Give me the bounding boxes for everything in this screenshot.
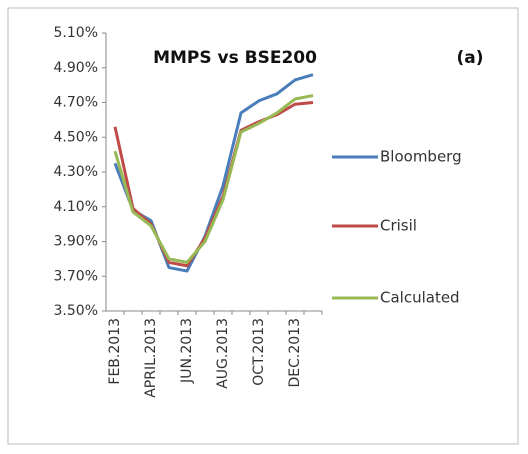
y-tick-label: 4.50% (54, 129, 98, 145)
y-tick-label: 4.70% (54, 95, 98, 111)
x-tick-label: OCT.2013 (251, 318, 267, 386)
annotation: (a) (456, 48, 483, 68)
legend-label: Bloomberg (380, 148, 462, 166)
legend-label: Crisil (380, 217, 417, 235)
y-tick-label: 5.10% (54, 25, 98, 41)
x-tick-label: DEC.2013 (287, 318, 303, 387)
x-tick-label: AUG.2013 (215, 318, 231, 389)
y-tick-label: 3.70% (54, 268, 98, 284)
series-line (113, 94, 314, 264)
y-tick-label: 4.90% (54, 60, 98, 76)
chart-frame (7, 7, 519, 445)
chart-title: MMPS vs BSE200 (153, 48, 317, 68)
x-tick-label: JUN.2013 (179, 318, 195, 384)
y-tick-label: 4.30% (54, 164, 98, 180)
x-tick-label: FEB.2013 (107, 318, 123, 385)
series-line (113, 73, 314, 273)
x-tick-label: APRIL.2013 (143, 318, 159, 398)
y-tick-label: 3.50% (54, 303, 98, 319)
legend-label: Calculated (380, 289, 460, 307)
y-tick-label: 3.90% (54, 234, 98, 250)
y-tick-label: 4.10% (54, 199, 98, 215)
